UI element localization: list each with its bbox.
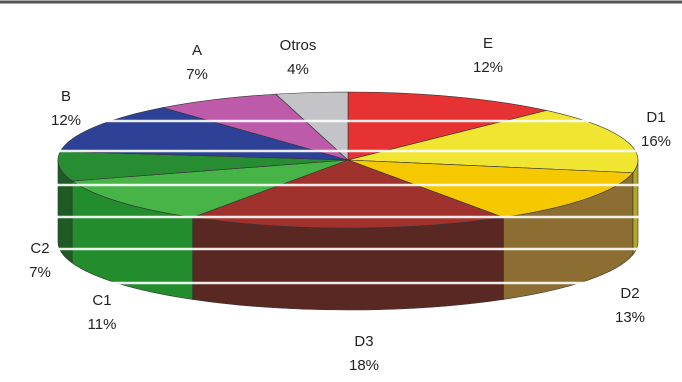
value-c1: 11% — [88, 316, 117, 333]
label-c1: C1 — [92, 292, 111, 309]
slice-d1 — [347, 110, 639, 174]
label-d1: D1 — [646, 109, 665, 126]
value-d1: 16% — [641, 133, 671, 150]
label-c2: C2 — [30, 240, 49, 257]
value-otros: 4% — [287, 61, 309, 78]
pie-labels: E 12% D1 16% D2 13% D3 18% C1 11% C2 7% B 12% A 7% Otros… — [29, 35, 671, 374]
value-b: 12% — [51, 112, 81, 129]
value-a: 7% — [186, 66, 208, 83]
value-e: 12% — [473, 59, 503, 76]
scan-lines — [55, 119, 640, 285]
label-b: B — [61, 88, 71, 105]
label-d2: D2 — [620, 285, 639, 302]
value-c2: 7% — [29, 264, 51, 281]
pie-sides — [57, 159, 639, 311]
label-otros: Otros — [280, 37, 317, 54]
slice-d2 — [347, 159, 634, 218]
label-a: A — [192, 42, 202, 59]
label-d3: D3 — [354, 333, 373, 350]
slice-side-d3 — [192, 217, 504, 311]
pie-tops — [57, 91, 639, 229]
label-e: E — [483, 35, 493, 52]
slice-e — [347, 91, 547, 161]
slice-a — [163, 93, 349, 161]
slice-d3 — [192, 159, 504, 229]
value-d3: 18% — [349, 357, 379, 374]
slice-otros — [275, 91, 349, 161]
slice-side-d1 — [632, 159, 639, 256]
value-d2: 13% — [615, 309, 645, 326]
